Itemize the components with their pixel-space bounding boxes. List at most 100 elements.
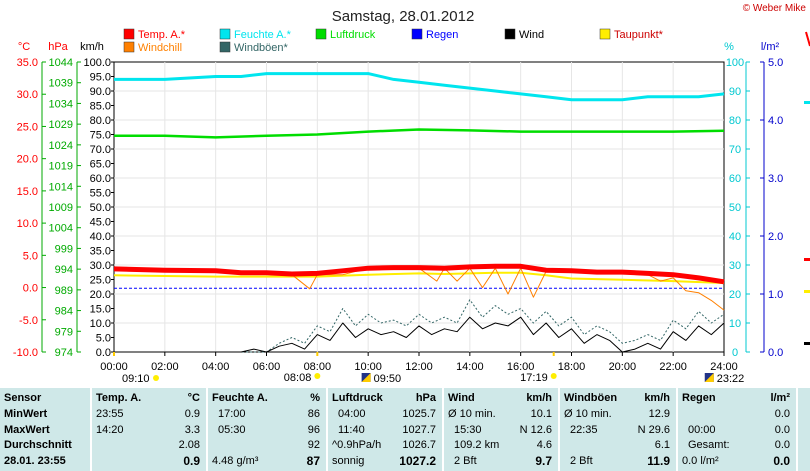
wind-max-time: 15:30	[454, 424, 482, 436]
pressure-tick-label: 1044	[49, 57, 73, 69]
time-tick-label: 10:00	[354, 361, 382, 373]
pressure-tick-label: 984	[55, 306, 73, 318]
rain-column: Regen l/m² 0.0 00:00 0.0 Gesamt: 0.0 0.0 l/…	[678, 388, 796, 471]
pressure-tick-label: 1029	[49, 119, 73, 131]
time-tick-label: 18:00	[558, 361, 586, 373]
pressure-tick-label: 1039	[49, 78, 73, 90]
sun-icon	[153, 375, 159, 381]
temp-tick-label: -5.0	[19, 315, 38, 327]
edge-mark	[804, 258, 810, 261]
pressure-unit: hPa	[415, 392, 436, 404]
rain-total-value: 0.0	[774, 439, 790, 451]
gusts-bft: 2 Bft	[570, 455, 593, 467]
rain-tick-label: 4.0	[768, 115, 783, 127]
wind-tick-label: 65.0	[90, 159, 111, 171]
grid	[114, 62, 724, 352]
wind-tick-label: 40.0	[90, 231, 111, 243]
wind-tick-label: 5.0	[96, 333, 111, 345]
time-tick-label: 16:00	[507, 361, 535, 373]
credit-text: © Weber Mike	[743, 3, 807, 14]
wind-title: Wind	[448, 392, 475, 404]
gusts-max-value: N 29.6	[637, 424, 670, 436]
pressure-tick-label: 994	[55, 264, 73, 276]
avg-label: Durchschnitt	[4, 439, 72, 451]
humidity-tick-label: 50	[729, 202, 741, 214]
humidity-title: Feuchte A.	[212, 392, 268, 404]
divider	[90, 388, 92, 471]
gusts-max-time: 22:35	[570, 424, 598, 436]
wind-tick-label: 95.0	[90, 72, 111, 84]
wind-tick-label: 80.0	[90, 115, 111, 127]
pressure-max-value: 1027.7	[402, 424, 436, 436]
humidity-abs: 4.48 g/m³	[212, 455, 259, 467]
series-line-taupunkt	[113, 271, 725, 284]
rain-current-value: 0.0	[773, 454, 790, 468]
pressure-min-value: 1025.7	[402, 408, 436, 420]
rain-tick-label: 5.0	[768, 57, 783, 69]
series-layer	[113, 72, 725, 353]
divider	[796, 388, 798, 471]
temp-tick-label: 0.0	[23, 283, 38, 295]
humidity-tick-label: 20	[729, 289, 741, 301]
marker-time: 23:22	[717, 373, 745, 385]
pressure-forecast: sonnig	[332, 455, 365, 467]
moon-icon-shade	[704, 373, 714, 382]
time-tick-label: 24:00	[710, 361, 738, 373]
wind-tick-label: 90.0	[90, 86, 111, 98]
legend-label: Taupunkt*	[614, 29, 664, 41]
temp-tick-label: 5.0	[23, 250, 38, 262]
gusts-avg-value: 6.1	[654, 439, 670, 451]
pressure-tick-label: 1034	[49, 98, 73, 110]
pressure-tick-label: 1014	[49, 181, 73, 193]
wind-current-value: 9.7	[535, 454, 552, 468]
wind-tick-label: 50.0	[90, 202, 111, 214]
temp-avg-value: 2.08	[178, 439, 200, 451]
humidity-max-value: 96	[307, 424, 320, 436]
humidity-tick-label: 70	[729, 144, 741, 156]
wind-distance: 109.2 km	[454, 439, 500, 451]
legend-swatch	[504, 28, 516, 40]
time-tick-label: 14:00	[456, 361, 484, 373]
temp-max-time: 14:20	[96, 424, 124, 436]
wind-tick-label: 25.0	[90, 275, 111, 287]
weather-chart: Samstag, 28.01.2012 © Weber Mike Temp. A…	[13, 3, 810, 385]
rain-tick-label: 0.0	[768, 347, 783, 359]
rain-rate: 0.0 l/m²	[682, 455, 719, 467]
legend-swatch	[411, 28, 423, 40]
divider	[676, 388, 678, 471]
wind-tick-label: 30.0	[90, 260, 111, 272]
humidity-column: Feuchte A.% 17:00 86 05:30 96 92 4.48 g/m³…	[208, 388, 326, 471]
temp-min-time: 23:55	[96, 408, 124, 420]
pressure-tick-label: 979	[55, 326, 73, 338]
pressure-tick-label: 999	[55, 243, 73, 255]
pressure-avg-value: 1026.7	[402, 439, 436, 451]
wind-unit: km/h	[526, 392, 552, 404]
pressure-max-time: 11:40	[338, 424, 365, 436]
gusts-unit: km/h	[644, 392, 670, 404]
legend-label: Windböen*	[234, 42, 289, 54]
wind-tick-label: 55.0	[90, 188, 111, 200]
max-label: MaxWert	[4, 424, 50, 436]
wind-tick-label: 35.0	[90, 246, 111, 258]
time-tick-label: 22:00	[659, 361, 687, 373]
humidity-min-value: 86	[307, 408, 320, 420]
humidity-tick-label: 80	[729, 115, 741, 127]
current-label: 28.01. 23:55	[4, 455, 66, 467]
legend-label: Regen	[426, 29, 458, 41]
humidity-tick-label: 60	[729, 173, 741, 185]
wind-column: Wind km/h Ø 10 min. 10.1 15:30 N 12.6 109.2…	[444, 388, 558, 471]
pressure-tick-label: 989	[55, 285, 73, 297]
series-line-windchill	[113, 267, 725, 311]
rain-max-time: 00:00	[688, 424, 716, 436]
rain-max-value: 0.0	[774, 424, 790, 436]
wind-bft: 2 Bft	[454, 455, 477, 467]
legend-label: Windchill	[138, 42, 182, 54]
time-tick-label: 02:00	[151, 361, 179, 373]
min-label: MinWert	[4, 408, 48, 420]
stats-panel: Sensor MinWert MaxWert Durchschnitt 28.0…	[0, 388, 810, 471]
humidity-current-value: 87	[306, 454, 320, 468]
series-line-feuchte-a	[114, 72, 725, 102]
edge-mark	[804, 101, 810, 104]
marker-time: 09:50	[374, 373, 402, 385]
humidity-min-time: 17:00	[218, 408, 246, 420]
